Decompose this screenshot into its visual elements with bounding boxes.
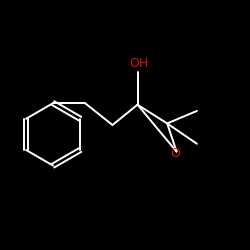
Text: O: O <box>170 146 180 160</box>
Text: OH: OH <box>130 57 149 70</box>
